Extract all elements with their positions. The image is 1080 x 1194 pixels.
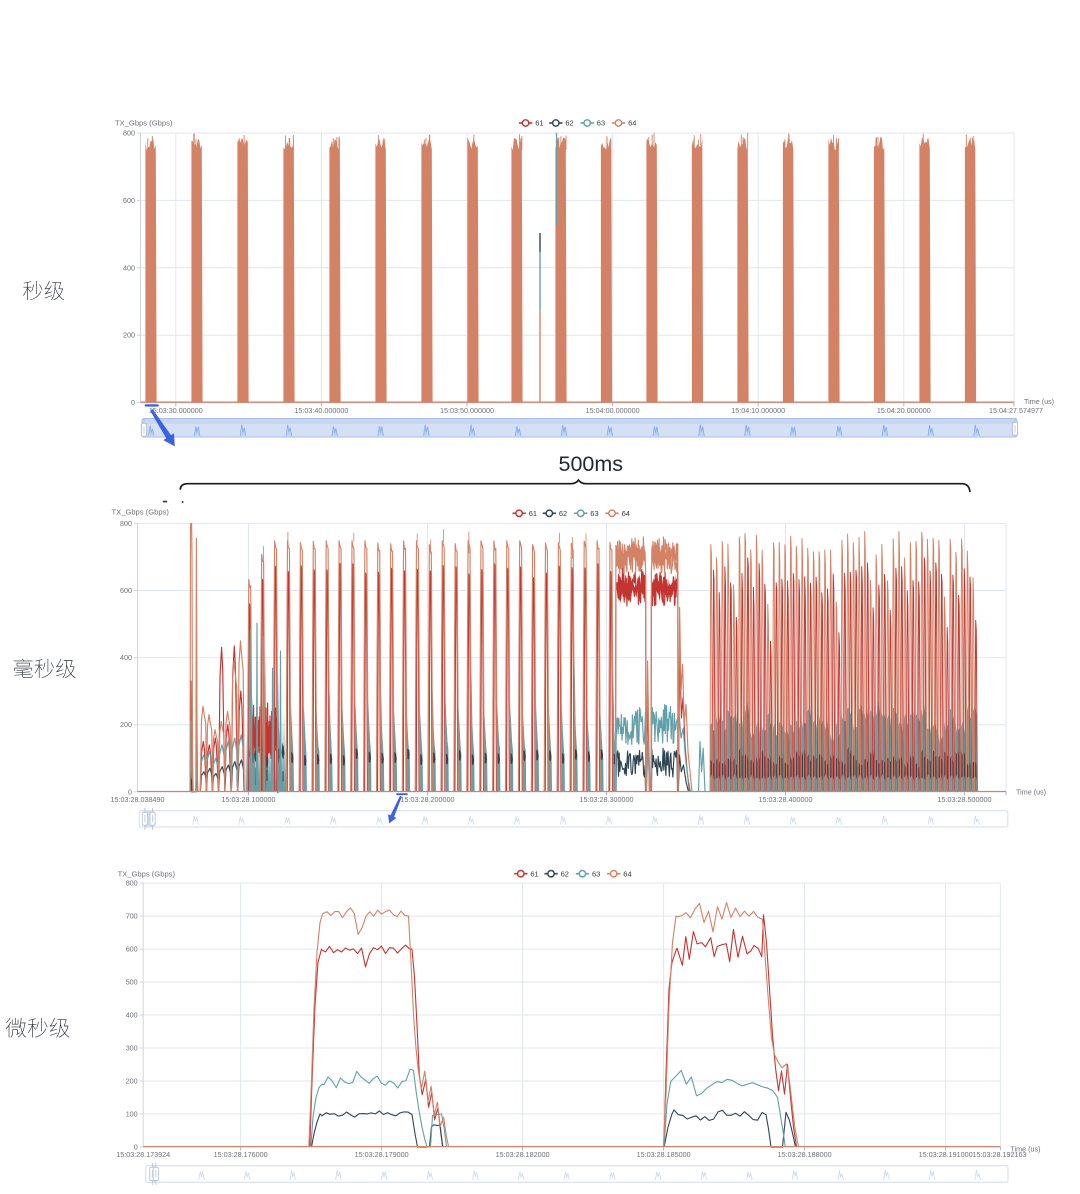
svg-text:15:03:28.173924: 15:03:28.173924: [116, 1150, 170, 1159]
svg-text:15:03:28.100000: 15:03:28.100000: [222, 795, 276, 804]
svg-text:Time (us): Time (us): [1016, 788, 1046, 797]
svg-text:15:03:30.000000: 15:03:30.000000: [149, 406, 203, 415]
svg-text:64: 64: [623, 869, 631, 878]
svg-text:400: 400: [120, 653, 132, 662]
svg-text:62: 62: [565, 119, 573, 128]
svg-text:600: 600: [126, 945, 138, 954]
svg-text:200: 200: [123, 331, 135, 340]
svg-text:Time (us): Time (us): [1024, 397, 1054, 406]
svg-text:62: 62: [561, 869, 569, 878]
svg-text:15:03:28.200000: 15:03:28.200000: [401, 795, 455, 804]
svg-text:100: 100: [126, 1109, 138, 1118]
svg-text:800: 800: [126, 879, 138, 888]
svg-text:400: 400: [123, 263, 135, 272]
svg-text:15:03:28.038490: 15:03:28.038490: [111, 795, 165, 804]
svg-text:62: 62: [559, 509, 567, 518]
svg-text:15:03:40.000000: 15:03:40.000000: [294, 406, 348, 415]
svg-text:15:03:28.185000: 15:03:28.185000: [637, 1150, 691, 1159]
svg-text:500: 500: [126, 978, 138, 987]
svg-text:300: 300: [126, 1044, 138, 1053]
svg-text:600: 600: [123, 196, 135, 205]
svg-text:64: 64: [628, 119, 636, 128]
svg-text:15:04:00.000000: 15:04:00.000000: [586, 406, 640, 415]
svg-text:800: 800: [123, 129, 135, 138]
svg-text:TX_Gbps (Gbps): TX_Gbps (Gbps): [112, 508, 170, 517]
svg-text:61: 61: [530, 869, 538, 878]
svg-text:15:03:28.500000: 15:03:28.500000: [938, 795, 992, 804]
svg-text:500ms: 500ms: [559, 452, 624, 476]
svg-text:15:03:50.000000: 15:03:50.000000: [440, 406, 494, 415]
svg-text:15:03:28.400000: 15:03:28.400000: [759, 795, 813, 804]
svg-text:63: 63: [597, 119, 605, 128]
svg-text:15:03:28.191000: 15:03:28.191000: [919, 1150, 973, 1159]
svg-text:0: 0: [134, 1142, 138, 1151]
svg-text:0: 0: [128, 787, 132, 796]
svg-text:61: 61: [529, 509, 537, 518]
svg-text:200: 200: [126, 1077, 138, 1086]
svg-text:15:04:27.574977: 15:04:27.574977: [989, 406, 1043, 415]
svg-text:TX_Gbps (Gbps): TX_Gbps (Gbps): [118, 870, 176, 879]
svg-text:200: 200: [120, 720, 132, 729]
svg-text:400: 400: [126, 1011, 138, 1020]
svg-text:64: 64: [622, 509, 630, 518]
svg-text:600: 600: [120, 586, 132, 595]
svg-text:15:03:28.179000: 15:03:28.179000: [355, 1150, 409, 1159]
svg-text:63: 63: [592, 869, 600, 878]
svg-text:15:03:28.182000: 15:03:28.182000: [496, 1150, 550, 1159]
svg-text:15:03:28.176000: 15:03:28.176000: [214, 1150, 268, 1159]
svg-text:15:04:20.000000: 15:04:20.000000: [877, 406, 931, 415]
svg-text:TX_Gbps (Gbps): TX_Gbps (Gbps): [115, 119, 173, 128]
svg-text:700: 700: [126, 912, 138, 921]
svg-text:800: 800: [120, 519, 132, 528]
svg-text:15:03:28.188000: 15:03:28.188000: [778, 1150, 832, 1159]
svg-text:15:03:28.300000: 15:03:28.300000: [580, 795, 634, 804]
svg-text:61: 61: [535, 119, 543, 128]
svg-text:0: 0: [131, 398, 135, 407]
svg-text:15:03:28.192163: 15:03:28.192163: [973, 1150, 1027, 1159]
svg-text:15:04:10.000000: 15:04:10.000000: [731, 406, 785, 415]
svg-text:63: 63: [590, 509, 598, 518]
svg-text:Time (us): Time (us): [1010, 1144, 1040, 1153]
